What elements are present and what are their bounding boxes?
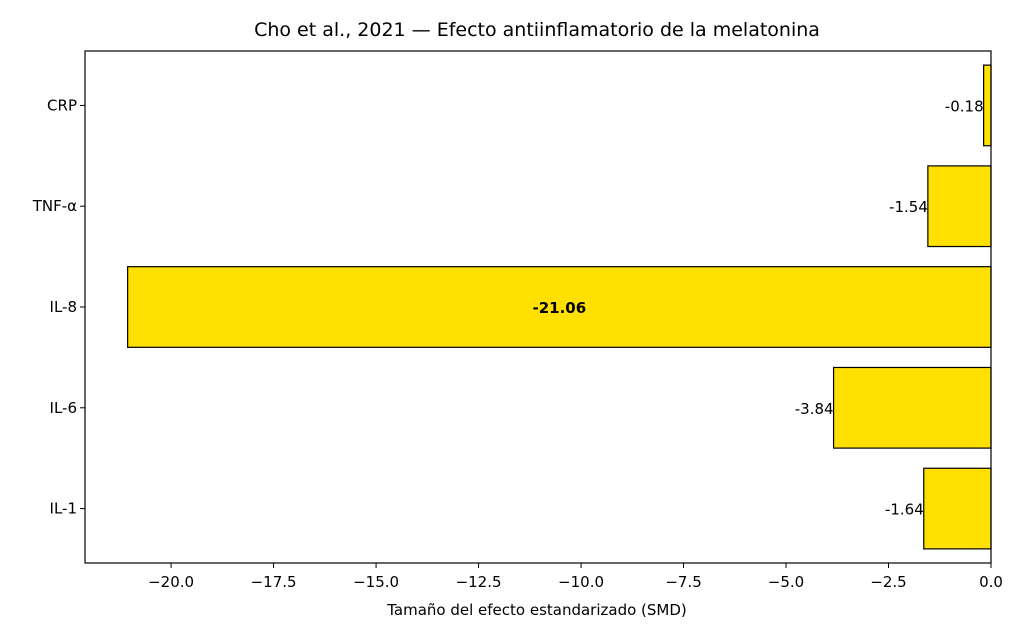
chart-title: Cho et al., 2021 — Efecto antiinflamator… (254, 19, 820, 41)
data-label: -3.84 (795, 400, 834, 418)
x-ticks: −20.0 −17.5 −15.0 −12.5 −10.0 −7.5 −5.0 −2.5 0.0 (148, 563, 1003, 591)
data-label: -21.06 (532, 299, 586, 317)
y-tick-labels: IL-1 IL-6 IL-8 TNF-α CRP (32, 96, 85, 518)
data-label: -0.18 (945, 97, 984, 115)
x-tick-label: −17.5 (251, 573, 297, 591)
x-tick-label: −12.5 (456, 573, 502, 591)
y-tick-label: IL-1 (50, 500, 77, 518)
y-tick-label: IL-8 (50, 298, 77, 316)
x-tick-label: −10.0 (558, 573, 604, 591)
x-axis-label: Tamaño del efecto estandarizado (SMD) (386, 601, 687, 619)
y-tick-label: TNF-α (32, 197, 77, 215)
bar-tnf- (927, 165, 992, 248)
data-label: -1.54 (889, 198, 928, 216)
y-tick-label: CRP (47, 96, 77, 114)
y-tick-label: IL-6 (50, 399, 77, 417)
bar-il-1 (923, 467, 992, 550)
bar-il-6 (832, 366, 992, 449)
bars-group: -1.64 -3.84 -21.06 -1.54 -0.18 (127, 64, 992, 550)
data-label: -1.64 (885, 501, 924, 519)
bar-il-8 (127, 266, 992, 348)
x-tick-label: −7.5 (665, 573, 701, 591)
x-tick-label: −15.0 (353, 573, 399, 591)
x-tick-label: −5.0 (768, 573, 804, 591)
x-tick-label: 0.0 (979, 573, 1003, 591)
bar-crp (983, 64, 992, 147)
plot-frame (84, 50, 992, 564)
x-tick-label: −20.0 (148, 573, 194, 591)
x-tick-label: −2.5 (870, 573, 906, 591)
